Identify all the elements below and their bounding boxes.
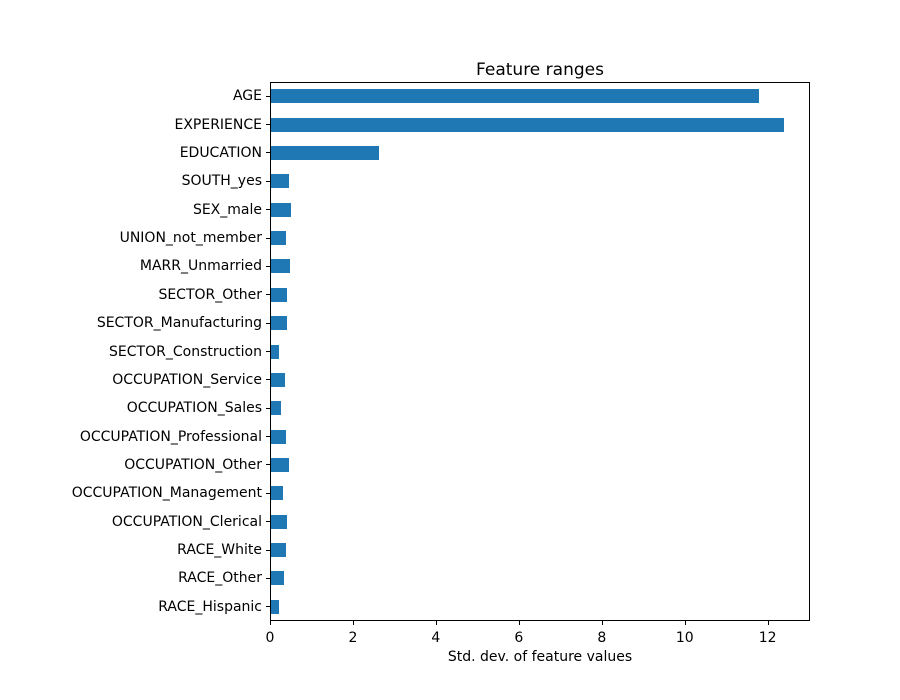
x-tick-mark: [684, 621, 686, 625]
y-tick-mark: [266, 124, 270, 126]
bar-OCCUPATION_Sales: [271, 401, 281, 416]
y-tick-label: RACE_Hispanic: [158, 598, 262, 615]
bar-SOUTH_yes: [271, 174, 290, 189]
bar-SECTOR_Manufacturing: [271, 316, 287, 331]
bar-SECTOR_Other: [271, 287, 288, 302]
y-tick-label: OCCUPATION_Service: [112, 371, 262, 388]
y-tick-mark: [266, 577, 270, 579]
bar-OCCUPATION_Other: [271, 457, 290, 472]
y-tick-mark: [266, 379, 270, 381]
bar-MARR_Unmarried: [271, 259, 290, 274]
y-tick-label: OCCUPATION_Sales: [126, 400, 262, 417]
y-tick-label: EDUCATION: [179, 144, 262, 161]
plot-area: [270, 82, 810, 621]
bar-OCCUPATION_Professional: [271, 429, 287, 444]
y-tick-label: RACE_Other: [178, 570, 262, 587]
x-tick-mark: [270, 621, 271, 625]
y-tick-mark: [266, 606, 270, 608]
y-tick-label: RACE_White: [177, 542, 262, 559]
y-tick-label: UNION_not_member: [119, 230, 262, 247]
y-tick-label: OCCUPATION_Clerical: [111, 513, 262, 530]
x-tick-label: 2: [348, 630, 358, 646]
y-tick-label: SECTOR_Construction: [109, 343, 262, 360]
x-tick-mark: [435, 621, 437, 625]
bar-SECTOR_Construction: [271, 344, 280, 359]
y-tick-mark: [266, 549, 270, 551]
x-tick-mark: [518, 621, 520, 625]
x-tick-label: 0: [265, 630, 275, 646]
y-tick-mark: [266, 492, 270, 494]
y-tick-mark: [266, 521, 270, 523]
y-tick-mark: [266, 294, 270, 296]
y-tick-label: MARR_Unmarried: [139, 258, 262, 275]
x-tick-mark: [352, 621, 354, 625]
bar-EXPERIENCE: [271, 117, 785, 132]
bar-RACE_White: [271, 543, 287, 558]
y-tick-label: SECTOR_Other: [158, 286, 262, 303]
bar-UNION_not_member: [271, 231, 286, 246]
y-tick-mark: [266, 237, 270, 239]
y-tick-mark: [266, 322, 270, 324]
bar-AGE: [271, 89, 760, 104]
y-tick-label: OCCUPATION_Other: [124, 456, 262, 473]
bar-EDUCATION: [271, 145, 380, 160]
bar-OCCUPATION_Management: [271, 486, 284, 501]
y-tick-mark: [266, 464, 270, 466]
y-tick-mark: [266, 180, 270, 182]
x-axis-label: Std. dev. of feature values: [447, 649, 633, 665]
bar-SEX_male: [271, 202, 291, 217]
y-tick-label: SOUTH_yes: [181, 173, 262, 190]
x-tick-label: 10: [675, 630, 694, 646]
x-tick-label: 6: [514, 630, 524, 646]
x-tick-label: 12: [758, 630, 777, 646]
y-tick-mark: [266, 436, 270, 438]
y-tick-label: OCCUPATION_Management: [71, 485, 262, 502]
x-tick-label: 8: [597, 630, 607, 646]
y-tick-label: EXPERIENCE: [174, 116, 262, 133]
x-tick-mark: [601, 621, 603, 625]
bar-OCCUPATION_Service: [271, 372, 285, 387]
y-tick-mark: [266, 407, 270, 409]
y-tick-mark: [266, 351, 270, 352]
y-tick-label: AGE: [232, 88, 262, 105]
y-tick-label: SECTOR_Manufacturing: [96, 315, 262, 332]
bar-RACE_Hispanic: [271, 599, 280, 614]
bar-RACE_Other: [271, 571, 285, 586]
chart-title: Feature ranges: [476, 60, 604, 80]
y-tick-mark: [266, 95, 270, 97]
x-tick-mark: [767, 621, 769, 625]
y-tick-mark: [266, 265, 270, 267]
y-tick-label: OCCUPATION_Professional: [79, 428, 262, 445]
x-tick-label: 4: [431, 630, 441, 646]
y-tick-label: SEX_male: [192, 201, 262, 218]
bar-OCCUPATION_Clerical: [271, 514, 287, 529]
y-tick-mark: [266, 209, 270, 211]
y-tick-mark: [266, 152, 270, 154]
